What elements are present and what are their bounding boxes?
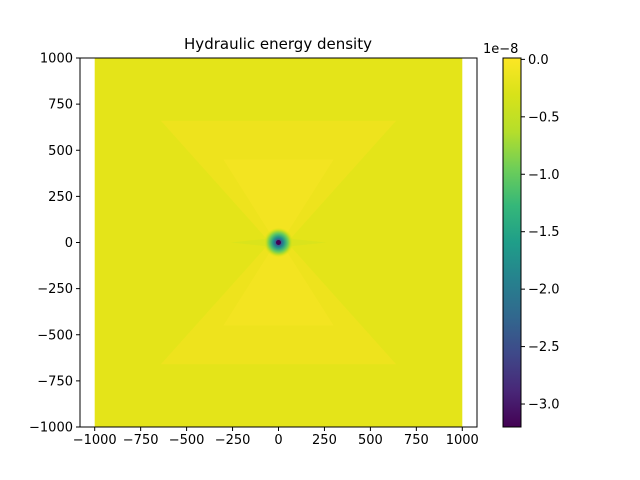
y-tick-label: 0 — [65, 236, 73, 251]
heatmap-center-point — [276, 240, 281, 245]
colorbar-tick-label: −1.0 — [528, 168, 560, 183]
x-tick-label: 0 — [274, 433, 282, 448]
plot-area: −1000 −750 −500 −250 0 250 500 750 1000 1000 750 50… — [29, 52, 479, 449]
y-tick-label: 500 — [48, 144, 73, 159]
y-tick-label: −500 — [37, 328, 73, 343]
x-tick-label: 750 — [404, 433, 429, 448]
colorbar-tick-label: −3.0 — [528, 398, 560, 413]
heatmap-lower-core — [223, 249, 334, 326]
y-tick-label: −250 — [37, 282, 73, 297]
heatmap-upper-core — [223, 159, 334, 236]
x-tick-label: 1000 — [446, 433, 479, 448]
colorbar-gradient — [502, 57, 522, 428]
x-tick-label: 250 — [312, 433, 337, 448]
colorbar-tick-label: −2.5 — [528, 340, 560, 355]
colorbar-tick-label: 0.0 — [528, 53, 549, 68]
y-tick-label: −750 — [37, 374, 73, 389]
y-tick-label: 1000 — [40, 52, 73, 67]
y-tick-label: −1000 — [29, 421, 73, 436]
x-tick-label: 500 — [358, 433, 383, 448]
y-tick-label: 250 — [48, 190, 73, 205]
x-tick-label: −750 — [123, 433, 159, 448]
colorbar-offset-label: 1e−8 — [483, 42, 518, 57]
colorbar-tick-label: −2.0 — [528, 283, 560, 298]
x-tick-label: −250 — [215, 433, 251, 448]
y-tick-label: 750 — [48, 98, 73, 113]
colorbar: 0.0 −0.5 −1.0 −1.5 −2.0 −2.5 −3.0 1e−8 — [483, 42, 560, 428]
colorbar-tick-label: −1.5 — [528, 225, 560, 240]
colorbar-tick-label: −0.5 — [528, 110, 560, 125]
chart-title: Hydraulic energy density — [184, 35, 372, 53]
x-tick-label: −1000 — [73, 433, 117, 448]
x-tick-label: −500 — [169, 433, 205, 448]
